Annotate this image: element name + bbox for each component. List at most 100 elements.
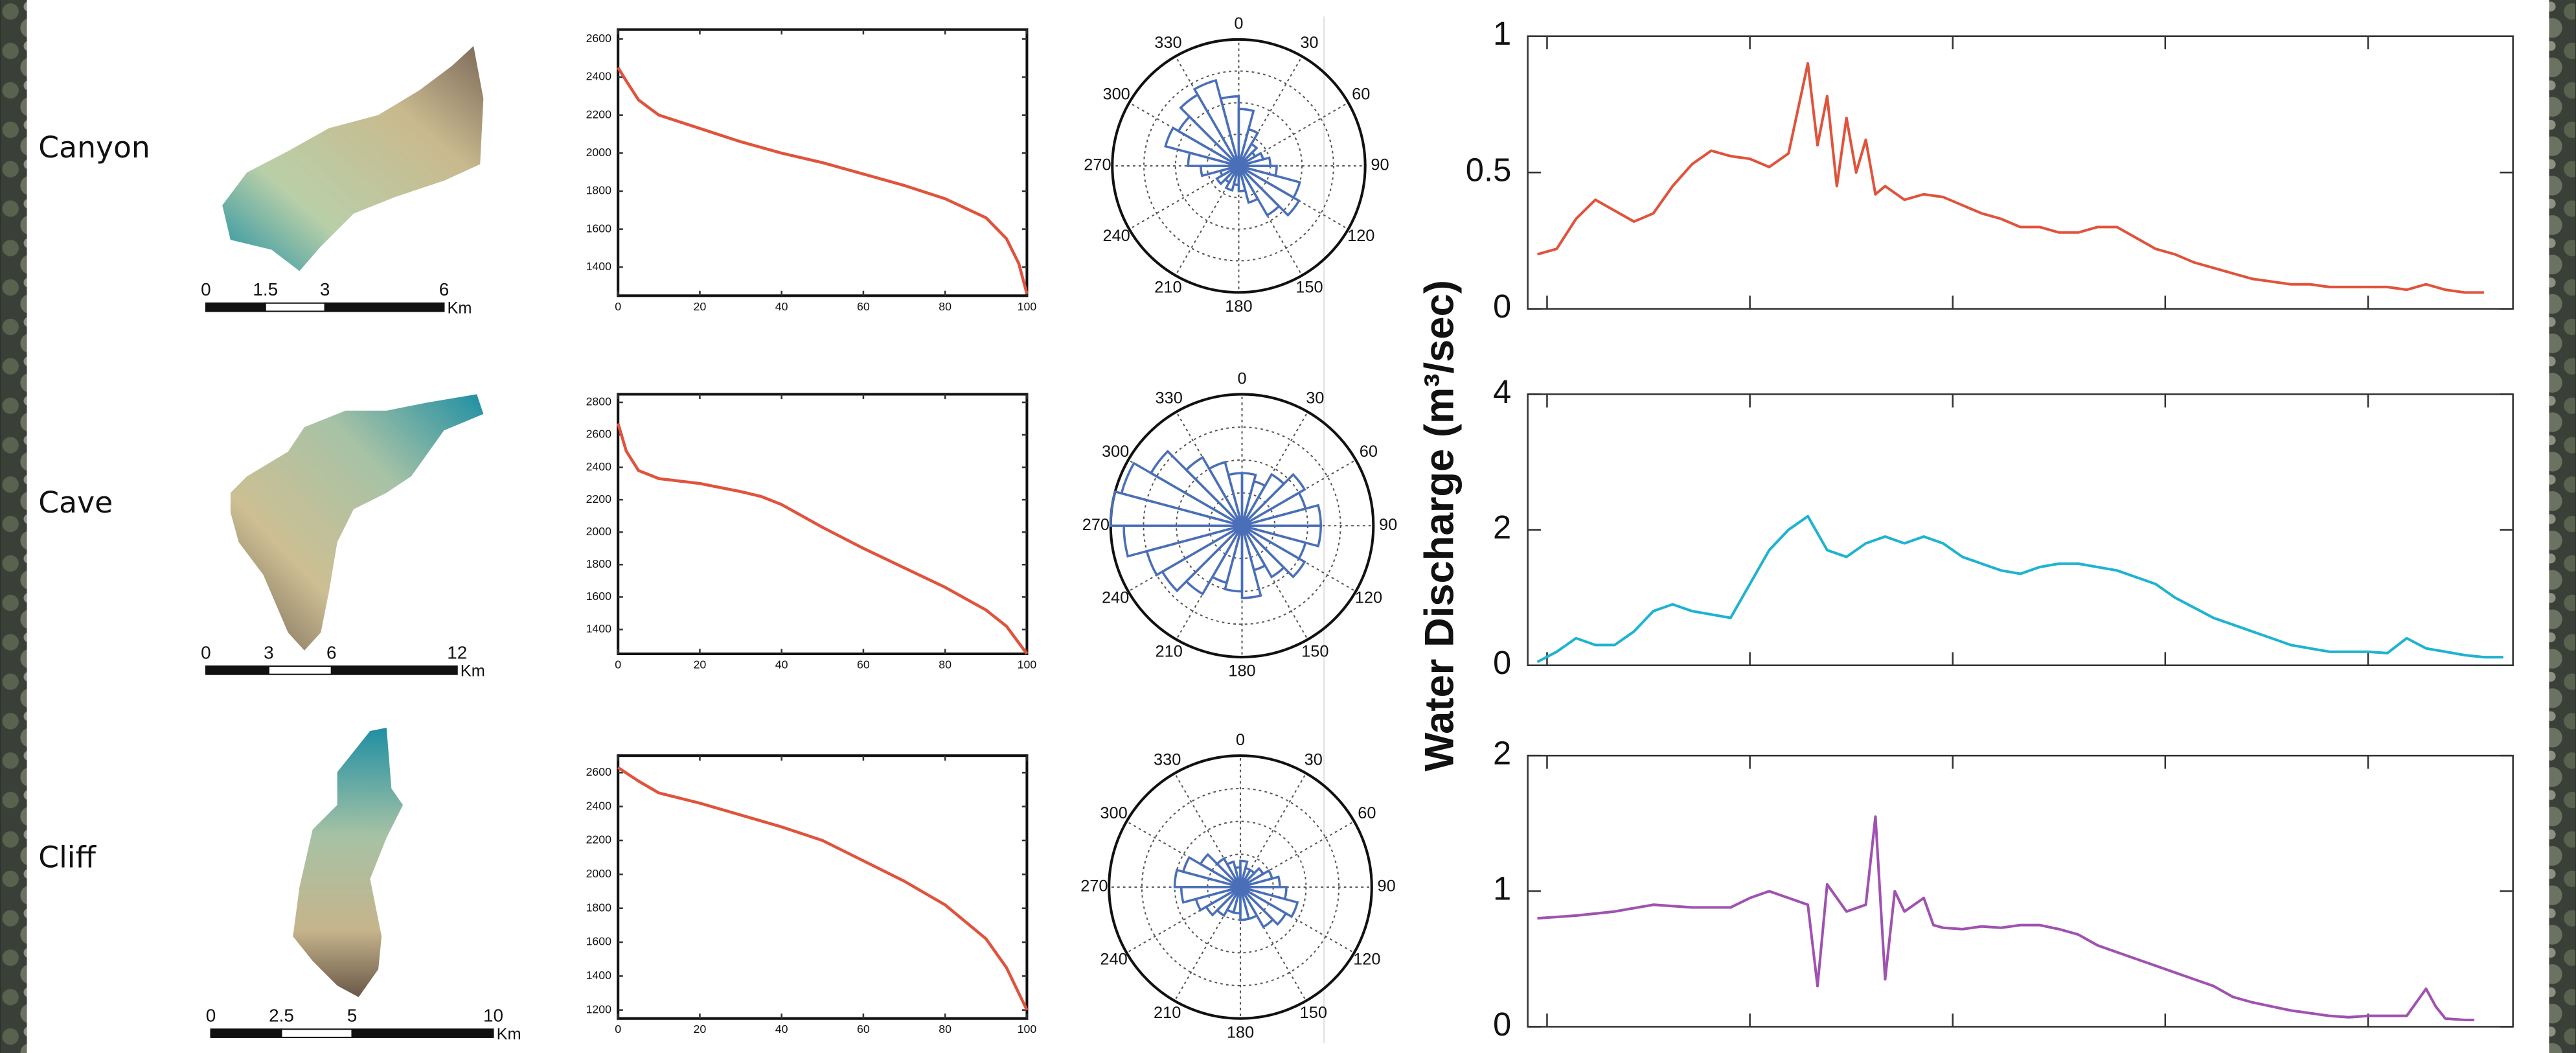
y-tick-label: 0 — [1493, 1006, 1511, 1043]
rose-angle-label: 210 — [1156, 642, 1183, 660]
x-tick-label: 0 — [615, 300, 621, 313]
rose-angle-label: 330 — [1154, 750, 1181, 769]
rose-petal — [1241, 472, 1306, 527]
data-line — [1536, 515, 2503, 664]
x-tick-label: 80 — [939, 1023, 952, 1036]
y-tick-label: 2800 — [586, 395, 612, 408]
scale-bar-segment — [210, 1028, 282, 1038]
x-tick-label: 20 — [694, 658, 707, 671]
x-tick-label: 100 — [1018, 1023, 1037, 1036]
y-axis-label: Water Discharge (m³/sec) — [1417, 280, 1463, 771]
y-tick-label: 1800 — [586, 557, 612, 570]
rose-angle-label: 210 — [1154, 279, 1181, 297]
rose-angle-label: 0 — [1234, 15, 1243, 33]
rose-petal — [1215, 165, 1240, 186]
rose-angle-label: 180 — [1228, 662, 1255, 680]
x-tick-label: 80 — [939, 300, 952, 313]
y-tick-label: 0 — [1493, 288, 1511, 325]
x-tick-label: 60 — [857, 658, 870, 671]
x-tick-label: 20 — [694, 300, 707, 313]
y-tick-label: 1 — [1493, 15, 1511, 52]
y-tick-label: 2400 — [586, 70, 612, 83]
rose-petal — [1184, 456, 1244, 527]
scale-bar-label: 12 — [447, 642, 467, 662]
rose-angle-label: 210 — [1154, 1004, 1181, 1022]
rose-petal — [1241, 524, 1306, 579]
scale-bar-segment — [268, 665, 332, 675]
y-tick-label: 1800 — [586, 184, 612, 197]
y-tick-label: 1600 — [586, 935, 612, 948]
scale-bar-label: 6 — [439, 279, 450, 299]
rose-spoke — [1240, 886, 1355, 954]
rose-petal — [1237, 142, 1259, 167]
rose-petal — [1242, 524, 1322, 548]
rose-angle-label: 60 — [1360, 443, 1378, 461]
y-tick-label: 1400 — [586, 260, 612, 273]
rose-angle-label: 270 — [1082, 516, 1110, 534]
rose-petal — [1173, 868, 1241, 888]
rose-angle-label: 150 — [1295, 279, 1323, 297]
x-tick-label: 40 — [775, 658, 788, 671]
rose-petal — [1239, 886, 1275, 929]
scale-bar-segment — [264, 302, 326, 312]
y-tick-label: 2400 — [586, 460, 612, 473]
y-tick-label: 1600 — [586, 590, 612, 603]
scale-bar-label: 5 — [347, 1006, 358, 1026]
y-tick-label: 2200 — [586, 108, 612, 121]
rose-angle-label: 150 — [1300, 1004, 1327, 1022]
data-line — [617, 766, 1029, 1011]
scale-bar-segment — [205, 302, 266, 312]
y-tick-label: 4 — [1493, 373, 1511, 410]
y-tick-label: 0 — [1493, 644, 1511, 681]
y-tick-label: 2000 — [586, 525, 612, 538]
rose-spoke — [1240, 820, 1355, 888]
y-tick-label: 2200 — [586, 492, 612, 505]
watershed-map — [230, 394, 484, 651]
scale-bar-segment — [205, 665, 269, 675]
rose-petal — [1164, 126, 1240, 167]
rose-angle-label: 0 — [1236, 731, 1245, 749]
x-tick-label: 100 — [1018, 300, 1037, 313]
scale-bar-segment — [351, 1028, 494, 1038]
rose-angle-label: 180 — [1227, 1023, 1254, 1041]
rose-petal — [1233, 866, 1242, 888]
y-tick-label: 2200 — [586, 833, 612, 846]
rose-angle-label: 300 — [1100, 804, 1127, 822]
rose-angle-label: 330 — [1156, 389, 1183, 408]
rose-petal — [1215, 857, 1242, 888]
rose-petal — [1225, 860, 1242, 888]
rose-petal — [1237, 128, 1260, 167]
x-tick-label: 0 — [615, 658, 621, 671]
y-tick-label: 1200 — [586, 1002, 612, 1015]
rose-petal — [1109, 490, 1242, 527]
rose-angle-label: 0 — [1237, 369, 1246, 388]
rose-angle-label: 60 — [1358, 804, 1376, 822]
x-tick-label: 20 — [694, 1023, 707, 1036]
x-tick-label: 40 — [775, 1023, 788, 1036]
rose-spoke — [1174, 165, 1240, 276]
rose-petal — [1240, 525, 1262, 599]
y-tick-label: 1600 — [586, 222, 612, 235]
watershed-map — [222, 45, 484, 272]
y-tick-label: 2000 — [586, 146, 612, 159]
rose-spoke — [1174, 772, 1241, 888]
rose-angle-label: 240 — [1102, 227, 1130, 245]
rose-spoke — [1241, 411, 1308, 526]
x-tick-label: 40 — [775, 300, 788, 313]
rose-angle-label: 60 — [1352, 86, 1370, 104]
y-tick-label: 2000 — [586, 867, 612, 880]
y-tick-label: 1400 — [586, 622, 612, 635]
rose-angle-label: 300 — [1102, 443, 1129, 461]
rose-angle-label: 90 — [1379, 516, 1397, 534]
rose-angle-label: 270 — [1080, 877, 1108, 896]
y-tick-label: 1 — [1493, 870, 1511, 907]
scale-bar-label: 3 — [264, 642, 274, 662]
rose-spoke — [1241, 525, 1308, 640]
rose-angle-label: 120 — [1355, 589, 1382, 607]
rose-angle-label: 330 — [1154, 34, 1181, 52]
x-tick-label: 60 — [857, 300, 870, 313]
scale-bar-label: 2.5 — [269, 1006, 294, 1026]
rose-angle-label: 30 — [1300, 34, 1318, 52]
